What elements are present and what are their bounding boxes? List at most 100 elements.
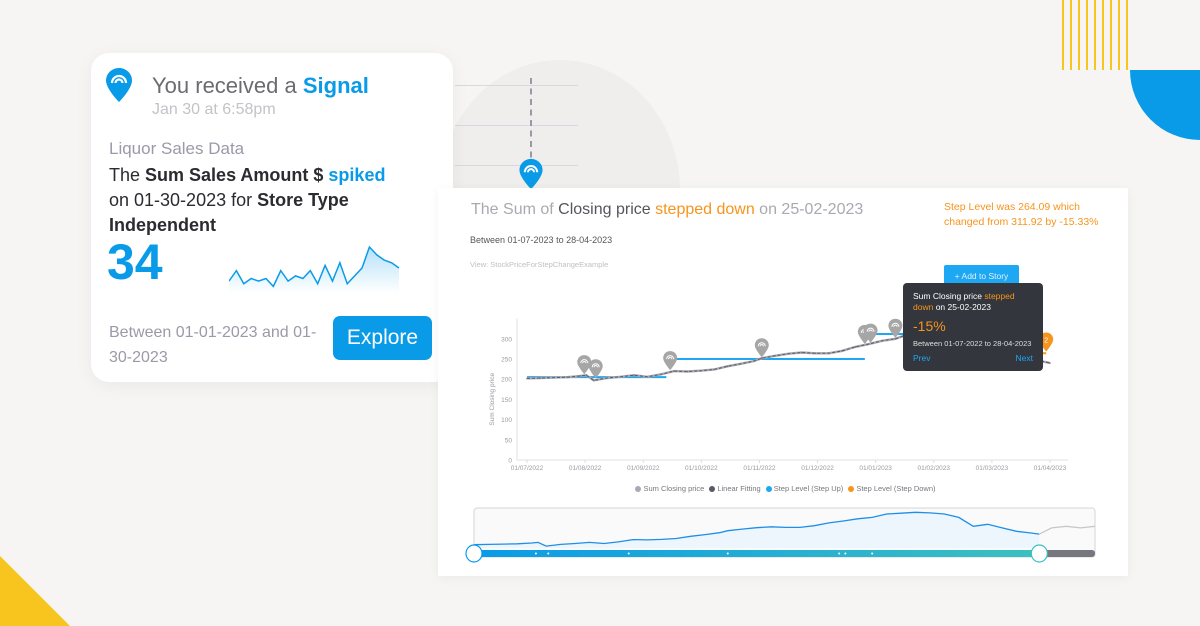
marker-shape: [588, 359, 603, 379]
navigator-line-outside: [1039, 525, 1096, 535]
signal-marker-icon: [754, 338, 769, 358]
navigator-line: [473, 511, 1040, 547]
data-point: [881, 340, 883, 342]
signal-range: Between 01-01-2023 and 01-30-2023: [109, 324, 317, 366]
data-point: [801, 351, 803, 354]
marker-shape: [754, 338, 769, 358]
y-tick-label: 300: [501, 336, 512, 343]
data-point: [894, 338, 897, 340]
data-point: [726, 365, 729, 368]
data-point: [539, 377, 542, 379]
legend-swatch: [765, 486, 772, 493]
chart-view: View: StockPriceForStepChangeExample: [470, 260, 609, 269]
tooltip-percent: -15%: [913, 318, 946, 334]
data-point: [633, 374, 635, 376]
signal-time: Jan 30 at 6:58pm: [152, 101, 276, 118]
y-tick-label: 150: [501, 397, 512, 404]
data-point: [659, 373, 662, 376]
add-to-story-button[interactable]: + Add to Story: [944, 265, 1019, 287]
tooltip-text: Sum Closing price stepped down on 25-02-…: [913, 291, 1033, 313]
legend: Sum Closing price Linear Fitting Step Leve…: [438, 484, 1128, 493]
prev-link[interactable]: Prev: [913, 353, 931, 363]
signal-source: Liquor Sales Data: [109, 139, 245, 158]
tooltip: Sum Closing price stepped down on 25-02-…: [903, 283, 1043, 371]
marker-glyph: [757, 342, 766, 347]
data-point: [606, 377, 608, 379]
x-tick-label: 01/12/2022: [801, 465, 834, 472]
legend-item[interactable]: Sum Closing price: [643, 484, 705, 493]
marker-glyph: [591, 363, 600, 368]
background-line: [455, 85, 578, 86]
event: stepped down: [913, 291, 1015, 312]
next-link[interactable]: Next: [1015, 353, 1033, 363]
chart-range: Between 01-07-2023 to 28-04-2023: [470, 235, 613, 245]
x-tick-label: 01/11/2022: [743, 465, 775, 472]
text: on 01-30-2023 for: [109, 190, 258, 210]
signal-marker-icon: [888, 318, 903, 338]
data-point: [619, 375, 622, 378]
title-highlight: Signal: [302, 73, 369, 98]
dimension: Store Type Independent: [109, 190, 349, 235]
x-tick-label: 01/04/2023: [1034, 465, 1067, 472]
legend-swatch: [848, 486, 855, 493]
navigator-selection: [474, 550, 1040, 557]
navigator-marker: [726, 552, 729, 555]
signal-description: The Sum Sales Amount $ spiked on 01-30-2…: [109, 163, 409, 238]
navigator-marker: [844, 552, 847, 555]
x-tick-label: 01/10/2022: [685, 465, 718, 472]
legend-item[interactable]: Step Level (Step Up): [773, 484, 844, 493]
signal-value: 34: [107, 234, 163, 290]
x-tick-label: 01/07/2022: [511, 465, 544, 472]
marker-shape: [863, 323, 878, 343]
navigator-marker: [547, 552, 550, 555]
decorative-triangle: [0, 556, 70, 626]
navigator-handle[interactable]: [1030, 544, 1048, 563]
data-point: [774, 354, 776, 357]
x-tick-label: 01/08/2022: [569, 465, 602, 472]
navigator-marker: [627, 552, 630, 555]
data-point: [841, 350, 843, 352]
chart-card: The Sum of Closing price stepped down on…: [438, 188, 1128, 576]
data-point: [686, 370, 689, 373]
marker-label: 2: [1044, 338, 1048, 345]
signal-card: You received a Signal Jan 30 at 6:58pm L…: [91, 53, 453, 382]
text: The: [109, 165, 146, 185]
legend-item[interactable]: Step Level (Step Down): [856, 484, 936, 493]
sparkline-area: [229, 247, 399, 293]
legend-item[interactable]: Linear Fitting: [717, 484, 761, 493]
sparkline-line: [229, 245, 400, 288]
data-point: [593, 379, 595, 382]
measure: Closing price: [558, 201, 651, 218]
data-point: [673, 370, 675, 372]
data-point: [699, 369, 702, 372]
y-tick-label: 100: [501, 417, 512, 424]
data-point: [867, 343, 870, 345]
title-prefix: You received a: [152, 73, 303, 98]
navigator-marker: [871, 552, 874, 555]
data-point: [1049, 362, 1051, 364]
tooltip-range: Between 01-07-2022 to 28-04-2023: [913, 339, 1032, 348]
data-point: [585, 374, 587, 376]
text: The Sum of: [471, 201, 559, 218]
x-tick-label: 01/03/2023: [976, 465, 1009, 472]
marker-glyph: [666, 355, 675, 360]
text: on 25-02-2023: [933, 302, 991, 312]
data-point: [787, 352, 790, 355]
background-line: [455, 125, 578, 126]
data-point: [753, 360, 755, 362]
y-tick-label: 0: [508, 458, 512, 465]
marker-glyph: [891, 322, 900, 327]
event: spiked: [328, 165, 386, 185]
decorative-stripes: [1062, 0, 1130, 70]
y-tick-label: 200: [501, 377, 512, 384]
marker-glyph: [866, 327, 875, 332]
y-tick-label: 250: [501, 357, 512, 364]
signal-marker-icon: [577, 355, 592, 375]
navigator-marker: [838, 552, 841, 555]
navigator-handle[interactable]: [465, 544, 483, 563]
chart: 0 50 100 150 200 250 300 01/07/2022 01/08/2022 01…: [465, 318, 1096, 563]
chart-title: The Sum of Closing price stepped down on…: [471, 201, 863, 219]
data-point: [526, 377, 528, 380]
data-point: [760, 357, 763, 359]
explore-button[interactable]: Explore: [333, 316, 432, 360]
